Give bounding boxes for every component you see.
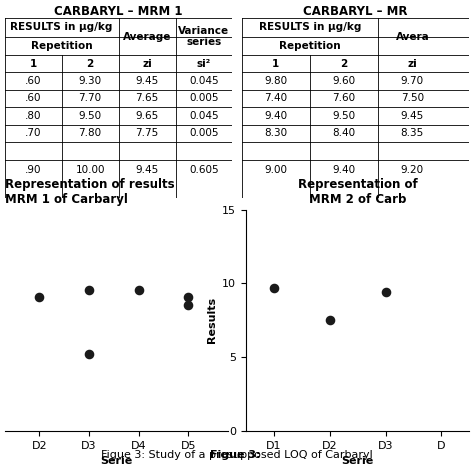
Text: 7.60: 7.60 (332, 93, 356, 103)
Text: zi: zi (408, 59, 417, 69)
Text: Variance
series: Variance series (178, 26, 229, 47)
Text: 0.605: 0.605 (189, 165, 219, 175)
Text: 9.20: 9.20 (401, 165, 424, 175)
Text: 10.00: 10.00 (75, 165, 105, 175)
Text: 0.045: 0.045 (189, 111, 219, 121)
Text: CARBARYL – MR: CARBARYL – MR (303, 5, 408, 18)
Text: 9.50: 9.50 (79, 111, 102, 121)
Y-axis label: Results: Results (207, 297, 217, 344)
Text: .60: .60 (25, 76, 41, 86)
Text: Repetition: Repetition (31, 41, 92, 51)
Text: 7.70: 7.70 (79, 93, 102, 103)
Text: 9.40: 9.40 (264, 111, 287, 121)
Text: Avera: Avera (395, 32, 429, 42)
Text: 8.30: 8.30 (264, 128, 287, 138)
Text: 9.45: 9.45 (401, 111, 424, 121)
Text: 8.40: 8.40 (332, 128, 356, 138)
Text: 9.30: 9.30 (79, 76, 102, 86)
Point (326, 317, 334, 324)
Text: 7.65: 7.65 (136, 93, 159, 103)
Text: RESULTS in µg/kg: RESULTS in µg/kg (259, 22, 361, 32)
Text: 0.005: 0.005 (189, 128, 219, 138)
Text: 7.75: 7.75 (136, 128, 159, 138)
Text: 8.35: 8.35 (401, 128, 424, 138)
Text: Average: Average (123, 32, 171, 42)
Text: zi: zi (142, 59, 152, 69)
Text: CARBARYL – MRM 1: CARBARYL – MRM 1 (55, 5, 183, 18)
Text: 9.80: 9.80 (264, 76, 287, 86)
Point (135, 286, 143, 293)
Text: 9.00: 9.00 (264, 165, 287, 175)
Text: 9.40: 9.40 (332, 165, 356, 175)
Text: .90: .90 (25, 165, 41, 175)
Point (36, 293, 43, 301)
Point (85, 351, 93, 358)
Text: 2: 2 (86, 59, 94, 69)
Text: .60: .60 (25, 93, 41, 103)
Title: Representation of
MRM 2 of Carb: Representation of MRM 2 of Carb (298, 178, 418, 206)
Point (270, 284, 278, 292)
Text: 9.45: 9.45 (136, 76, 159, 86)
Text: 9.65: 9.65 (136, 111, 159, 121)
Text: 0.045: 0.045 (189, 76, 219, 86)
Text: 7.50: 7.50 (401, 93, 424, 103)
Text: 9.60: 9.60 (332, 76, 356, 86)
Text: 1: 1 (29, 59, 37, 69)
Text: Figue 3:: Figue 3: (210, 450, 264, 460)
Text: 7.40: 7.40 (264, 93, 287, 103)
Text: Repetition: Repetition (279, 41, 341, 51)
Text: 9.70: 9.70 (401, 76, 424, 86)
X-axis label: Serie: Serie (341, 456, 374, 466)
Text: 7.80: 7.80 (79, 128, 102, 138)
Text: 2: 2 (340, 59, 347, 69)
Text: 9.45: 9.45 (136, 165, 159, 175)
Point (184, 293, 192, 301)
Text: si²: si² (197, 59, 211, 69)
Text: Figue 3: Study of a presupposed LOQ of Carbaryl: Figue 3: Study of a presupposed LOQ of C… (101, 450, 373, 460)
Text: 9.50: 9.50 (332, 111, 356, 121)
Point (184, 301, 192, 309)
X-axis label: Serie: Serie (100, 456, 133, 466)
Text: 0.005: 0.005 (189, 93, 219, 103)
Text: 1: 1 (272, 59, 279, 69)
Point (382, 288, 389, 295)
Text: .70: .70 (25, 128, 41, 138)
Text: .80: .80 (25, 111, 41, 121)
Point (85, 286, 93, 293)
Text: Representation of results
MRM 1 of Carbaryl: Representation of results MRM 1 of Carba… (5, 178, 174, 206)
Text: RESULTS in µg/kg: RESULTS in µg/kg (10, 22, 113, 32)
